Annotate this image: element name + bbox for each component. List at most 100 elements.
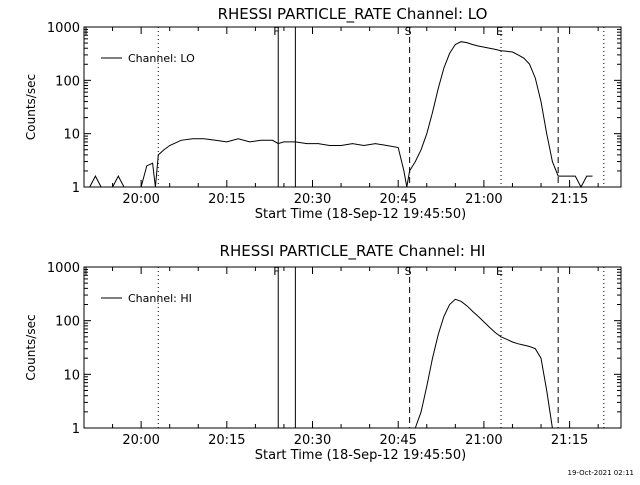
data-point	[523, 344, 525, 346]
y-tick-label: 1000	[47, 21, 80, 36]
data-point	[340, 145, 342, 146]
data-point	[466, 305, 468, 307]
data-point	[283, 141, 285, 143]
data-point	[443, 67, 445, 69]
data-point	[575, 175, 576, 177]
data-point	[437, 88, 439, 89]
data-point	[406, 186, 408, 188]
data-point	[386, 145, 388, 146]
data-point	[260, 140, 262, 141]
data-point	[237, 138, 239, 140]
data-point	[546, 133, 547, 134]
data-point	[180, 140, 182, 141]
data-point	[529, 346, 530, 347]
data-point	[506, 51, 508, 52]
data-point	[489, 327, 490, 328]
marker-label: F	[273, 265, 279, 278]
data-point	[152, 162, 153, 164]
data-point	[397, 147, 399, 148]
data-point	[363, 145, 365, 146]
data-point	[500, 50, 502, 51]
y-axis-label: Counts/sec	[24, 74, 38, 140]
data-point	[449, 304, 450, 305]
data-point	[455, 299, 456, 300]
data-point	[552, 161, 553, 162]
data-point	[163, 149, 165, 150]
data-point	[426, 385, 428, 387]
data-point	[375, 143, 376, 144]
marker-label: S	[405, 265, 412, 278]
chart-title: RHESSI PARTICLE_RATE Channel: LO	[218, 5, 488, 24]
data-point	[295, 141, 296, 143]
data-point	[552, 427, 553, 429]
data-point	[146, 165, 148, 167]
data-point	[557, 175, 559, 177]
x-tick-label: 20:45	[379, 192, 416, 207]
data-point	[517, 343, 519, 345]
data-point	[317, 143, 319, 144]
data-point	[352, 143, 353, 144]
legend-label: Channel: LO	[128, 52, 195, 65]
data-point	[118, 175, 119, 177]
marker-label: E	[496, 25, 503, 38]
data-point	[512, 51, 513, 53]
y-tick-label: 10	[63, 368, 80, 383]
data-point	[306, 143, 308, 144]
data-point	[460, 301, 462, 302]
data-point	[123, 186, 125, 188]
data-point	[489, 47, 490, 49]
data-point	[415, 161, 416, 162]
data-point	[472, 44, 473, 45]
data-point	[523, 57, 525, 59]
data-point	[420, 149, 422, 150]
data-point	[586, 175, 587, 177]
data-point	[415, 427, 416, 429]
data-point	[512, 341, 513, 343]
y-tick-label: 1	[72, 181, 80, 196]
y-tick-label: 100	[55, 315, 80, 330]
data-point	[192, 138, 193, 140]
x-tick-label: 21:00	[465, 192, 502, 207]
data-point	[472, 310, 473, 312]
data-point	[477, 316, 479, 317]
data-point	[563, 175, 565, 177]
x-axis-label: Start Time (18-Sep-12 19:45:50)	[255, 448, 466, 463]
x-tick-label: 21:15	[551, 192, 588, 207]
data-point	[215, 140, 216, 141]
plot-frame	[83, 26, 622, 188]
x-tick-label: 21:00	[465, 433, 502, 448]
data-point	[437, 334, 439, 335]
x-tick-label: 20:00	[122, 433, 159, 448]
data-point	[540, 101, 542, 102]
data-point	[158, 154, 159, 156]
data-point	[540, 357, 542, 359]
y-tick-label: 1	[72, 422, 80, 437]
data-point	[466, 42, 468, 43]
data-point	[443, 316, 445, 317]
data-point	[403, 170, 405, 172]
data-point	[477, 45, 479, 47]
data-point	[432, 112, 433, 113]
data-point	[483, 321, 485, 323]
x-tick-label: 20:00	[122, 192, 159, 207]
data-point	[203, 138, 205, 140]
data-point	[495, 49, 496, 50]
chart-title: RHESSI PARTICLE_RATE Channel: HI	[220, 242, 486, 261]
y-tick-label: 100	[55, 74, 80, 89]
y-axis-label: Counts/sec	[24, 314, 38, 380]
footer-timestamp: 19-Oct-2021 02:11	[568, 469, 634, 477]
data-point	[495, 332, 496, 333]
data-point	[409, 170, 410, 172]
data-point	[226, 141, 228, 143]
data-point	[420, 411, 422, 413]
data-point	[460, 41, 462, 42]
data-point	[455, 44, 456, 45]
x-tick-label: 20:15	[208, 192, 245, 207]
data-point	[135, 186, 136, 188]
data-point	[277, 143, 279, 144]
data-point	[112, 186, 113, 188]
data-point	[95, 175, 96, 177]
data-point	[89, 186, 90, 188]
data-point	[155, 186, 156, 188]
